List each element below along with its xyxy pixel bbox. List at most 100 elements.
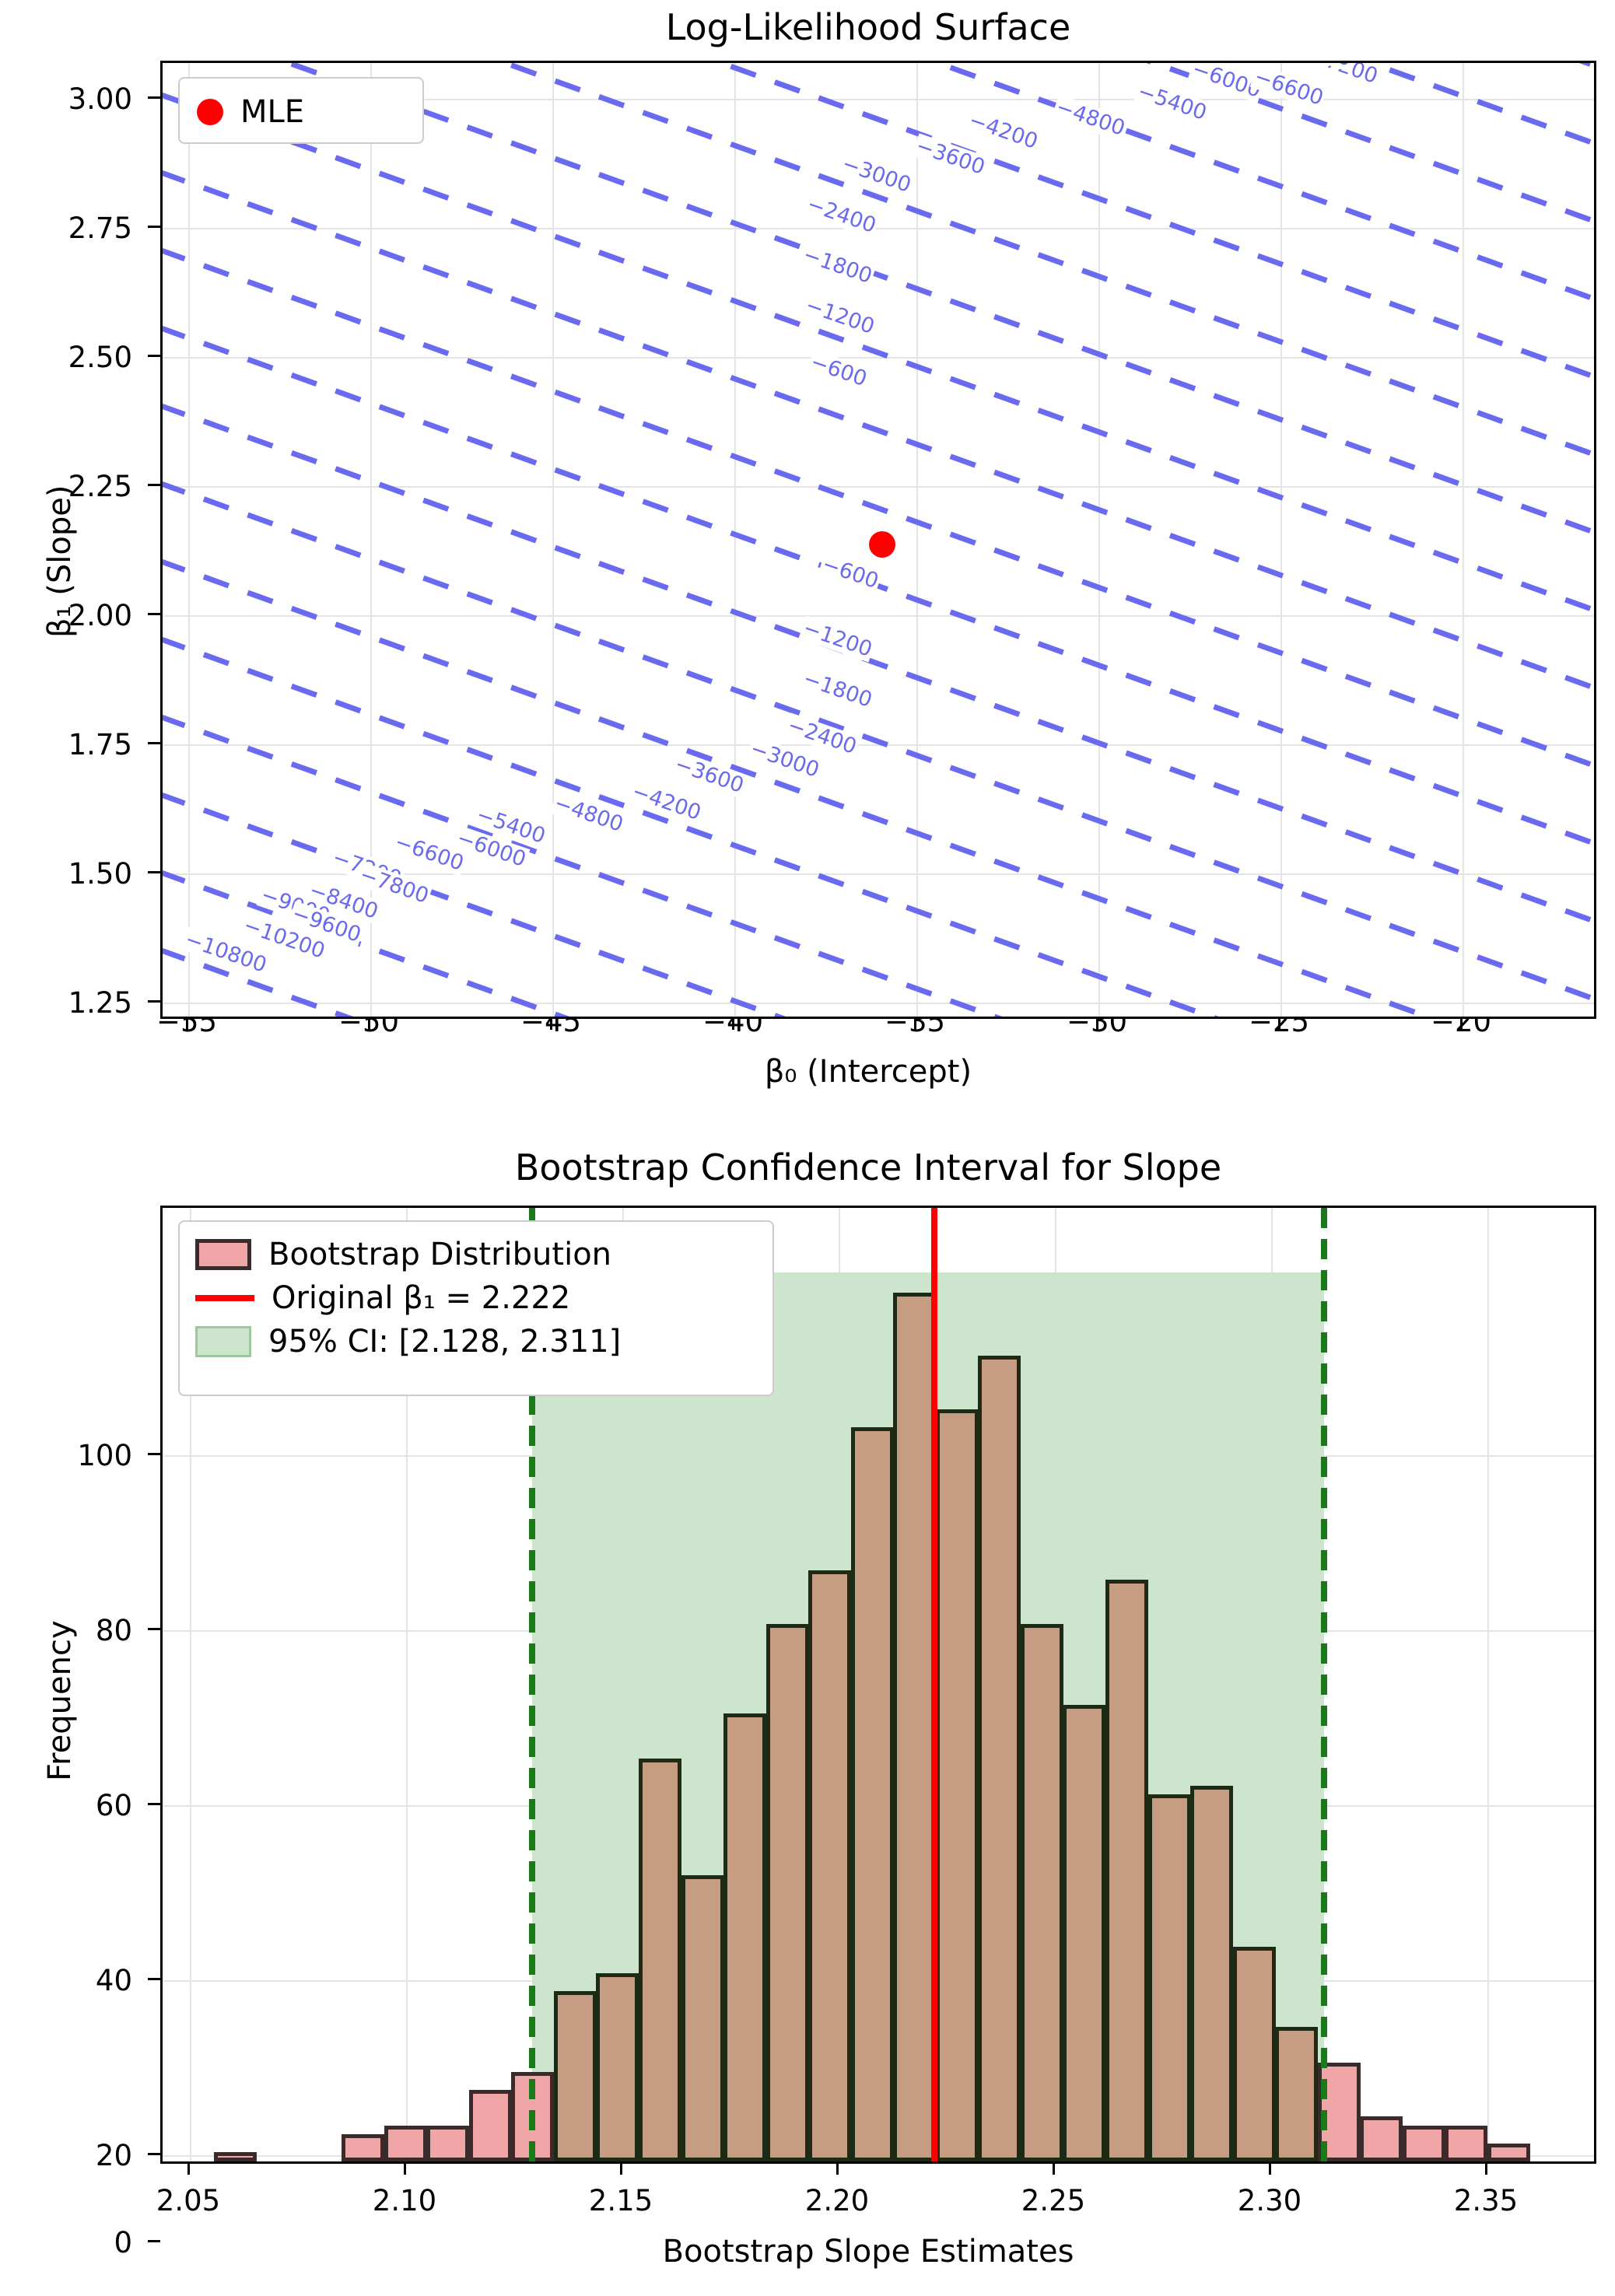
histogram-bar <box>851 1427 894 2161</box>
histogram-xtickmark <box>404 2162 406 2175</box>
histogram-bar <box>1360 2116 1403 2161</box>
gridline-v <box>1098 63 1100 1017</box>
histogram-bar <box>1487 2144 1530 2161</box>
contour-xtickmark <box>914 1017 916 1030</box>
histogram-xtick-2.15: 2.15 <box>588 2184 653 2217</box>
histogram-bar <box>554 1991 597 2161</box>
histogram-bar <box>1021 1624 1063 2161</box>
contour-plot-area: −600 −1200 −1800 −2400 −3000 −3600 −4200… <box>160 61 1596 1019</box>
contour-ytickmark <box>148 355 160 357</box>
histogram-xtickmark <box>187 2162 190 2175</box>
gridline-h <box>163 873 1594 875</box>
gridline-v <box>1487 1208 1489 2161</box>
contour-ytick-1.75: 1.75 <box>68 728 132 761</box>
histogram-bar <box>978 1356 1021 2161</box>
ci-swatch-icon <box>195 1326 251 1357</box>
contour-xtickmark <box>186 1017 188 1030</box>
histogram-plot-area: Bootstrap Distribution Original β₁ = 2.2… <box>160 1206 1596 2164</box>
gridline-h <box>163 1003 1594 1004</box>
histogram-bar <box>1063 1705 1105 2161</box>
histogram-x-axis-label: Bootstrap Slope Estimates <box>662 2234 1074 2270</box>
contour-ytick-2.50: 2.50 <box>68 341 132 374</box>
gridline-v <box>188 63 190 1017</box>
histogram-ytickmark <box>148 1453 160 1455</box>
legend-entry-original: Original β₁ = 2.222 <box>195 1276 757 1320</box>
histogram-xtick-2.20: 2.20 <box>804 2184 870 2217</box>
histogram-xtickmark <box>1053 2162 1055 2175</box>
histogram-bar <box>723 1713 766 2161</box>
contour-ytickmark <box>148 1000 160 1003</box>
contour-ytick-2.25: 2.25 <box>68 470 132 503</box>
histogram-xtick-2.30: 2.30 <box>1237 2184 1302 2217</box>
contour-ytickmark <box>148 742 160 744</box>
contour-xtickmark <box>550 1017 552 1030</box>
histogram-bar <box>1190 1786 1233 2161</box>
gridline-v <box>190 1208 191 2161</box>
contour-ytickmark <box>148 871 160 873</box>
contour-ytick-2.75: 2.75 <box>68 212 132 245</box>
histogram-bar <box>426 2126 469 2161</box>
contour-legend: MLE <box>178 77 424 144</box>
histogram-ytick-100: 100 <box>77 1439 132 1472</box>
histogram-xtick-2.35: 2.35 <box>1453 2184 1519 2217</box>
legend-label-mle: MLE <box>240 94 305 130</box>
gridline-v <box>1280 63 1282 1017</box>
histogram-bar <box>1233 1947 1276 2161</box>
histogram-bar <box>1445 2126 1487 2161</box>
histogram-bar <box>214 2152 257 2161</box>
original-line-swatch-icon <box>195 1295 254 1301</box>
histogram-ytick-80: 80 <box>95 1614 132 1647</box>
contour-xtickmark <box>368 1017 370 1030</box>
histogram-xtick-2.05: 2.05 <box>156 2184 221 2217</box>
legend-label-bootstrap: Bootstrap Distribution <box>268 1237 612 1272</box>
contour-ytickmark <box>148 96 160 99</box>
bootstrap-swatch-icon <box>195 1239 251 1270</box>
contour-x-axis-label: β₀ (Intercept) <box>764 1054 972 1090</box>
histogram-xtickmark <box>620 2162 622 2175</box>
histogram-legend: Bootstrap Distribution Original β₁ = 2.2… <box>178 1220 774 1396</box>
histogram-bar <box>639 1759 681 2161</box>
ci-lower-line <box>529 1208 535 2161</box>
gridline-v <box>1463 63 1464 1017</box>
contour-xtickmark <box>1278 1017 1280 1030</box>
histogram-ytick-zero: 0 <box>114 2226 132 2259</box>
original-beta1-line <box>931 1208 937 2161</box>
histogram-bar <box>766 1624 809 2161</box>
gridline-v <box>406 1208 408 2161</box>
histogram-xtick-2.10: 2.10 <box>372 2184 437 2217</box>
histogram-ytick-40: 40 <box>95 1964 132 1997</box>
histogram-bar <box>1403 2126 1445 2161</box>
contour-lines <box>163 63 1594 1017</box>
histogram-bar <box>596 1973 639 2161</box>
histogram-panel: Bootstrap Confidence Interval for Slope … <box>0 1112 1615 2296</box>
histogram-xtick-2.25: 2.25 <box>1021 2184 1086 2217</box>
histogram-ytick-20: 20 <box>95 2139 132 2172</box>
histogram-ytickmark <box>148 2240 160 2242</box>
contour-title: Log-Likelihood Surface <box>665 6 1071 48</box>
histogram-bar <box>1275 2027 1318 2161</box>
gridline-h <box>163 486 1594 488</box>
histogram-bar <box>1105 1580 1148 2161</box>
contour-ytick-3.00: 3.00 <box>68 82 132 116</box>
histogram-ytickmark <box>148 1978 160 1980</box>
contour-xtickmark <box>732 1017 734 1030</box>
histogram-ytickmark <box>148 2153 160 2155</box>
gridline-h <box>163 228 1594 229</box>
gridline-h <box>163 744 1594 746</box>
contour-xtickmark <box>1096 1017 1098 1030</box>
histogram-ytick-60: 60 <box>95 1789 132 1822</box>
mle-point-marker <box>869 531 895 558</box>
legend-entry-bootstrap: Bootstrap Distribution <box>195 1233 757 1276</box>
contour-ytick-1.50: 1.50 <box>68 857 132 891</box>
histogram-bar <box>469 2090 512 2161</box>
histogram-xtickmark <box>1269 2162 1271 2175</box>
gridline-h <box>163 615 1594 617</box>
ci-upper-line <box>1321 1208 1327 2161</box>
histogram-bar <box>1148 1794 1191 2161</box>
histogram-ytickmark <box>148 1628 160 1630</box>
gridline-h <box>163 357 1594 359</box>
contour-ytick-1.25: 1.25 <box>68 986 132 1020</box>
contour-ytickmark <box>148 484 160 486</box>
contour-ytickmark <box>148 613 160 615</box>
